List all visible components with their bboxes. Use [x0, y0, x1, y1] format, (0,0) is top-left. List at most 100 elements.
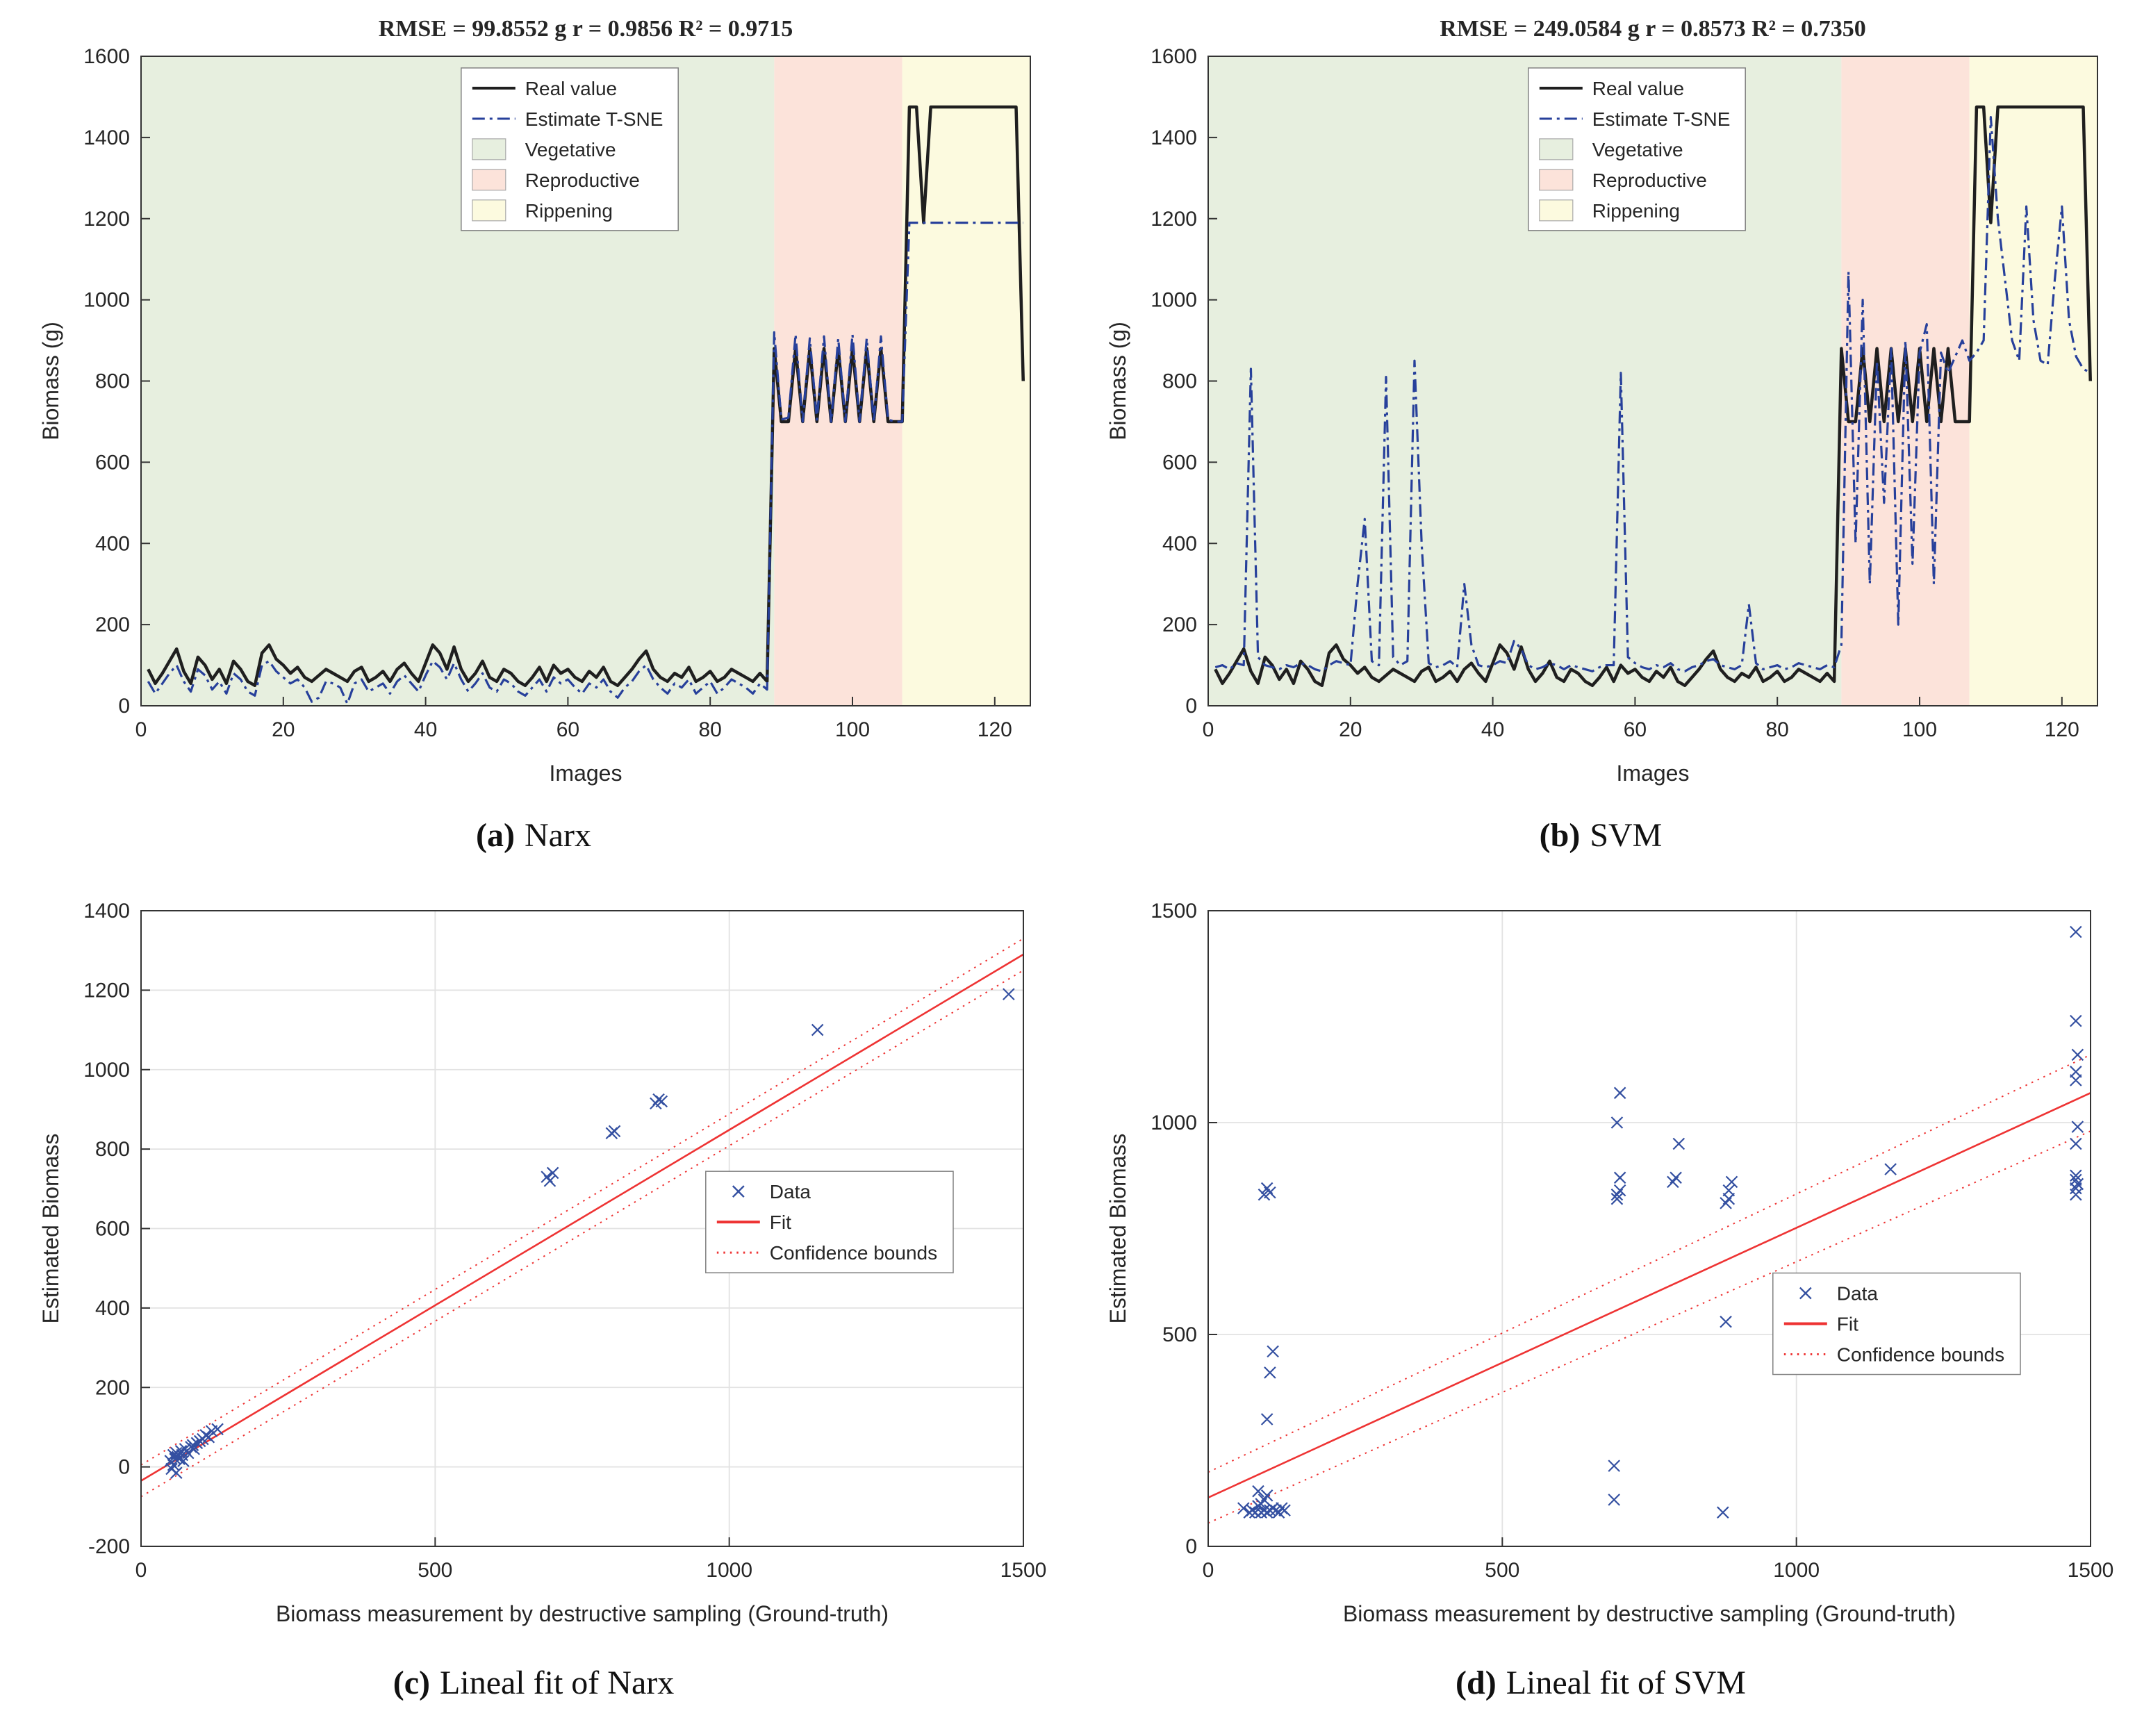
svg-text:80: 80 [699, 718, 722, 741]
caption-c-text: Lineal fit of Narx [440, 1664, 675, 1701]
svg-text:0: 0 [1185, 695, 1197, 718]
svg-text:Estimated Biomass: Estimated Biomass [1105, 1134, 1130, 1324]
svg-text:120: 120 [978, 718, 1012, 741]
svg-text:1000: 1000 [83, 1059, 130, 1082]
caption-b-text: SVM [1590, 817, 1663, 854]
svg-text:Fit: Fit [770, 1212, 791, 1233]
svg-text:1500: 1500 [2068, 1559, 2114, 1582]
svg-text:Real value: Real value [525, 78, 617, 99]
svg-text:Data: Data [770, 1181, 811, 1202]
narx-linear-fit-chart: 0 500 1000 1500-200020040060080010001200140… [38, 900, 1047, 1626]
top-row: 0 20 40 60 80 100 120 0 200 400 600 800 1000 1200 1400… [0, 0, 2135, 854]
caption-b: (b) SVM [1540, 816, 1663, 854]
svg-text:500: 500 [1162, 1323, 1197, 1346]
caption-c: (c) Lineal fit of Narx [393, 1664, 674, 1702]
svg-text:600: 600 [95, 451, 130, 474]
svg-text:Vegetative: Vegetative [525, 139, 616, 160]
svg-text:Biomass measurement by destruc: Biomass measurement by destructive sampl… [276, 1601, 889, 1626]
caption-b-label: (b) [1539, 817, 1581, 854]
svg-text:100: 100 [1902, 718, 1937, 741]
svg-text:0: 0 [118, 695, 130, 718]
svg-text:100: 100 [835, 718, 870, 741]
svg-text:RMSE = 249.0584 g r = 0.8573 R: RMSE = 249.0584 g r = 0.8573 R² = 0.7350 [1440, 16, 1866, 42]
svg-text:1200: 1200 [83, 208, 130, 231]
svg-text:400: 400 [95, 532, 130, 555]
svg-text:Images: Images [1617, 761, 1690, 786]
svg-text:500: 500 [418, 1559, 452, 1582]
svg-text:1400: 1400 [83, 900, 130, 923]
svg-text:Estimated Biomass: Estimated Biomass [38, 1134, 63, 1324]
svg-text:Estimate T-SNE: Estimate T-SNE [1592, 108, 1731, 130]
svg-text:1200: 1200 [83, 979, 130, 1002]
svg-text:0: 0 [118, 1456, 130, 1479]
svg-text:Data: Data [1837, 1283, 1879, 1305]
narx-timeseries-chart: 0 20 40 60 80 100 1200200400600800100012001400… [38, 16, 1031, 786]
panel-b: 0 20 40 60 80 100 120 0 200 400 600 800 1000 1200 1400… [1067, 0, 2134, 854]
svg-text:1400: 1400 [1151, 126, 1197, 149]
svg-text:0: 0 [1203, 718, 1214, 741]
svm-linear-fit-chart: 0 500 1000 1500 0 500 1000 1500 Biomass measurem… [1105, 900, 2114, 1626]
svg-text:200: 200 [1162, 613, 1197, 636]
svg-text:500: 500 [1485, 1559, 1519, 1582]
svm-timeseries-chart: 0 20 40 60 80 100 1200200400600800100012001400… [1105, 16, 2098, 786]
svg-text:600: 600 [1162, 451, 1197, 474]
caption-d-label: (d) [1456, 1664, 1497, 1701]
svg-text:-200: -200 [88, 1535, 130, 1558]
svg-text:Reproductive: Reproductive [1592, 170, 1707, 191]
svg-text:1500: 1500 [1000, 1559, 1047, 1582]
svg-text:200: 200 [95, 1376, 130, 1399]
svg-text:Fit: Fit [1837, 1314, 1858, 1335]
caption-a-text: Narx [525, 817, 591, 854]
svg-text:80: 80 [1766, 718, 1789, 741]
svg-text:RMSE = 99.8552 g r = 0.9856 R²: RMSE = 99.8552 g r = 0.9856 R² = 0.9715 [379, 16, 793, 42]
panel-a: 0 20 40 60 80 100 120 0 200 400 600 800 1000 1200 1400… [0, 0, 1067, 854]
svg-text:Real value: Real value [1592, 78, 1684, 99]
svg-text:20: 20 [272, 718, 295, 741]
svg-text:20: 20 [1339, 718, 1362, 741]
svg-text:1400: 1400 [83, 126, 130, 149]
svg-text:120: 120 [2045, 718, 2079, 741]
caption-d: (d) Lineal fit of SVM [1456, 1664, 1746, 1702]
svg-text:1000: 1000 [83, 289, 130, 312]
svg-text:60: 60 [557, 718, 579, 741]
svg-text:Biomass measurement by destruc: Biomass measurement by destructive sampl… [1343, 1601, 1956, 1626]
svg-text:Vegetative: Vegetative [1592, 139, 1683, 160]
svg-text:60: 60 [1624, 718, 1647, 741]
svg-text:1600: 1600 [1151, 45, 1197, 68]
svg-text:Rippening: Rippening [1592, 200, 1680, 222]
svg-text:Images: Images [550, 761, 623, 786]
svg-text:1000: 1000 [1151, 289, 1197, 312]
svg-text:0: 0 [1203, 1559, 1214, 1582]
svg-text:800: 800 [1162, 370, 1197, 393]
svg-text:Reproductive: Reproductive [525, 170, 640, 191]
svg-text:600: 600 [95, 1218, 130, 1241]
svg-text:0: 0 [1185, 1535, 1197, 1558]
svg-text:400: 400 [1162, 532, 1197, 555]
caption-a: (a) Narx [476, 816, 591, 854]
svg-text:Biomass (g): Biomass (g) [1105, 322, 1130, 440]
svg-text:Confidence bounds: Confidence bounds [770, 1242, 937, 1264]
bottom-row: 0 500 1000 1500 -200 0 200 400 600 800 1000 1200 140… [0, 861, 2135, 1702]
svg-text:Rippening: Rippening [525, 200, 613, 222]
svg-text:0: 0 [135, 718, 147, 741]
svg-text:800: 800 [95, 370, 130, 393]
caption-c-label: (c) [393, 1664, 431, 1701]
svg-text:40: 40 [414, 718, 437, 741]
panel-c: 0 500 1000 1500 -200 0 200 400 600 800 1000 1200 140… [0, 861, 1067, 1702]
svg-text:Estimate T-SNE: Estimate T-SNE [525, 108, 663, 130]
svg-text:400: 400 [95, 1297, 130, 1320]
svg-text:1600: 1600 [83, 45, 130, 68]
panel-d: 0 500 1000 1500 0 500 1000 1500 Biomass measurem… [1067, 861, 2134, 1702]
caption-d-text: Lineal fit of SVM [1506, 1664, 1746, 1701]
svg-text:1000: 1000 [1773, 1559, 1820, 1582]
svg-text:1000: 1000 [706, 1559, 752, 1582]
svg-text:200: 200 [95, 613, 130, 636]
svg-text:800: 800 [95, 1138, 130, 1161]
caption-a-label: (a) [476, 817, 515, 854]
svg-text:1500: 1500 [1151, 900, 1197, 923]
svg-text:Confidence bounds: Confidence bounds [1837, 1344, 2004, 1366]
svg-text:40: 40 [1481, 718, 1504, 741]
svg-text:0: 0 [135, 1559, 147, 1582]
svg-text:1200: 1200 [1151, 208, 1197, 231]
